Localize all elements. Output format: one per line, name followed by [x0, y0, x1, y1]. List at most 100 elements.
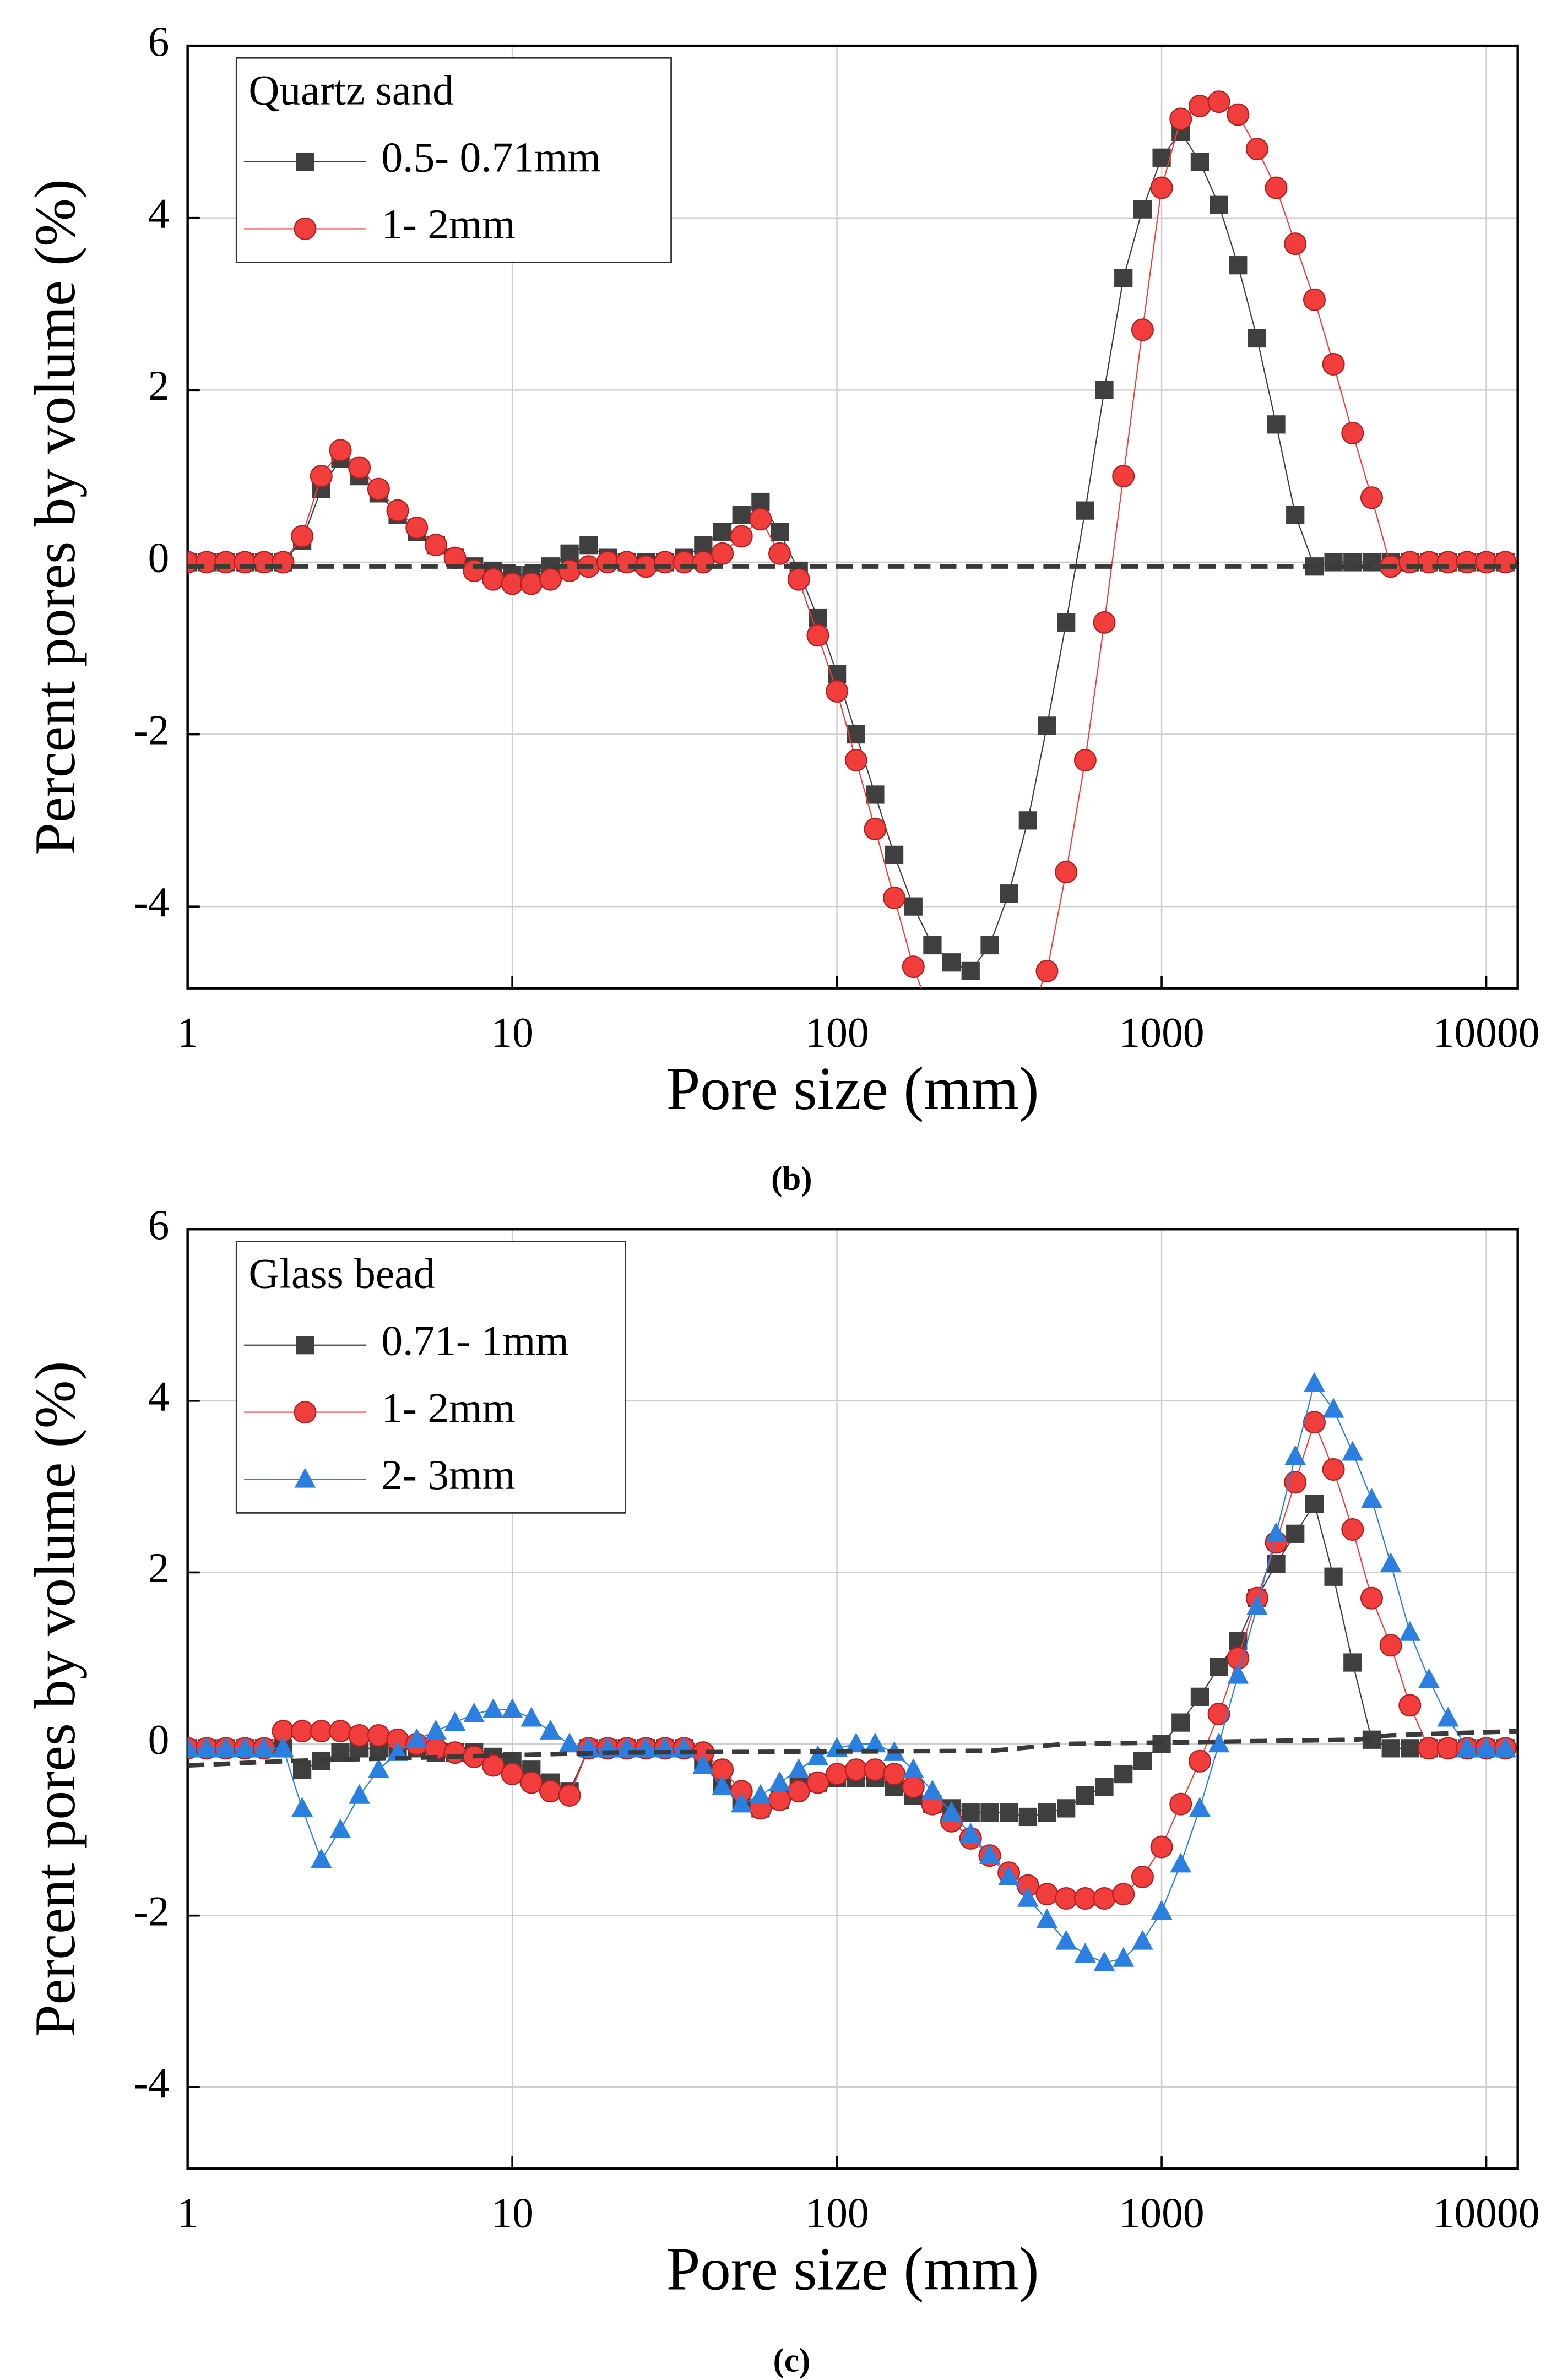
- point: [941, 1034, 962, 1055]
- point: [1188, 1749, 1211, 1773]
- x-tick-label: 1000: [1119, 2189, 1205, 2237]
- point: [291, 1720, 314, 1743]
- point: [406, 1728, 428, 1748]
- point: [923, 936, 942, 955]
- point: [1227, 103, 1250, 126]
- point: [1189, 1797, 1211, 1817]
- legend-marker: [294, 1468, 316, 1488]
- point: [959, 1822, 981, 1843]
- point: [405, 516, 429, 539]
- point: [1379, 1634, 1402, 1657]
- legend-marker: [296, 152, 314, 171]
- point: [1207, 90, 1230, 113]
- point: [310, 465, 333, 488]
- point: [1246, 1595, 1268, 1615]
- point: [942, 953, 961, 972]
- point: [1380, 1552, 1402, 1573]
- point: [596, 551, 619, 574]
- point: [1284, 232, 1307, 256]
- point: [195, 551, 218, 574]
- point: [520, 572, 543, 595]
- point: [826, 680, 849, 703]
- point: [864, 1732, 886, 1753]
- point: [1114, 269, 1133, 287]
- point: [1093, 611, 1116, 634]
- point: [539, 1780, 562, 1803]
- point: [1133, 1752, 1152, 1770]
- point: [329, 439, 352, 462]
- point: [713, 523, 732, 541]
- point: [1322, 1458, 1345, 1481]
- y-tick-label: -4: [134, 2059, 170, 2106]
- point: [349, 1784, 371, 1804]
- point: [1267, 415, 1286, 434]
- point: [1227, 1664, 1249, 1684]
- point: [1208, 1732, 1230, 1753]
- point: [463, 559, 486, 583]
- point: [826, 1763, 849, 1786]
- point: [788, 1758, 810, 1779]
- point: [1112, 465, 1135, 488]
- dashed-line: [187, 1729, 1518, 1768]
- point: [1035, 1883, 1059, 1906]
- point: [1055, 861, 1078, 884]
- point: [501, 1698, 523, 1718]
- y-tick-label: -2: [134, 1887, 170, 1935]
- point: [980, 936, 999, 955]
- point: [1341, 421, 1364, 444]
- point: [1057, 1799, 1076, 1818]
- point: [1188, 95, 1211, 117]
- point: [348, 456, 371, 479]
- point: [1055, 1887, 1078, 1910]
- point: [1018, 1807, 1037, 1827]
- point: [1418, 1668, 1440, 1688]
- point: [291, 1797, 313, 1817]
- x-axis-label: Pore size (mm): [666, 1055, 1039, 1122]
- point: [787, 1780, 810, 1803]
- point: [1150, 1835, 1173, 1859]
- point: [444, 1711, 466, 1731]
- point: [1018, 811, 1037, 830]
- point: [941, 1801, 962, 1821]
- point: [1151, 1900, 1173, 1920]
- legend-marker: [294, 1401, 317, 1424]
- point: [1112, 1883, 1135, 1906]
- point: [768, 1788, 791, 1811]
- point: [558, 1732, 581, 1753]
- y-tick-label: 2: [148, 1544, 170, 1591]
- point: [1343, 1653, 1362, 1672]
- point: [770, 523, 789, 541]
- point: [481, 568, 505, 591]
- y-axis-label: Percent pores by volume (%): [23, 179, 87, 855]
- point: [1095, 1778, 1114, 1796]
- point: [1303, 1411, 1326, 1434]
- point: [1324, 1567, 1343, 1586]
- point: [1322, 1398, 1344, 1418]
- point: [310, 1848, 332, 1868]
- point: [1401, 1739, 1419, 1758]
- point: [980, 1803, 999, 1822]
- point: [214, 551, 237, 574]
- point: [539, 568, 562, 591]
- point: [425, 1719, 447, 1740]
- y-tick-label: 0: [148, 534, 170, 582]
- y-tick-label: -4: [134, 878, 170, 926]
- point: [272, 551, 295, 574]
- point: [979, 1844, 1001, 1864]
- point: [1073, 748, 1097, 771]
- legend-label: 1- 2mm: [381, 1384, 515, 1431]
- point: [579, 536, 598, 555]
- point: [187, 551, 199, 574]
- legend-label: 0.71- 1mm: [381, 1317, 568, 1365]
- point: [1361, 1488, 1382, 1508]
- point: [1076, 1786, 1094, 1805]
- point: [847, 725, 865, 744]
- point: [787, 568, 810, 591]
- point: [1360, 1586, 1383, 1610]
- y-tick-label: 4: [148, 1373, 170, 1420]
- point: [999, 884, 1018, 903]
- y-tick-label: 4: [148, 189, 170, 237]
- point: [1036, 1908, 1058, 1928]
- point: [463, 1702, 485, 1722]
- point: [1303, 288, 1326, 311]
